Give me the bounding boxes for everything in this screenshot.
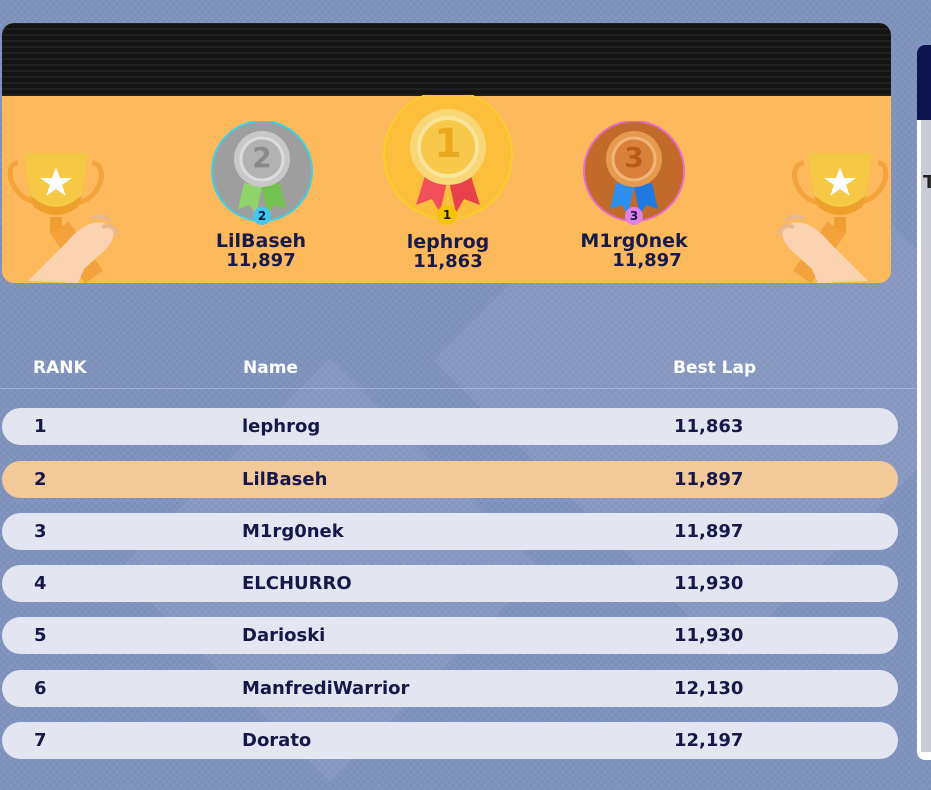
side-panel-body — [921, 120, 931, 752]
header-name: Name — [243, 358, 298, 378]
row-name: lephrog — [242, 416, 321, 437]
podium-header-bar — [2, 23, 891, 96]
table-row[interactable]: 4 ELCHURRO 11,930 — [2, 565, 898, 602]
header-best-lap: Best Lap — [673, 358, 757, 378]
row-best-lap: 12,197 — [674, 730, 744, 751]
side-panel[interactable] — [917, 45, 931, 760]
table-row-highlighted[interactable]: 2 LilBaseh 11,897 — [2, 461, 898, 498]
silver-medal-icon — [211, 121, 313, 222]
row-rank: 2 — [34, 469, 47, 490]
header-rank: RANK — [33, 358, 87, 378]
row-rank: 6 — [34, 678, 47, 699]
second-place-badge: 2 — [253, 207, 271, 225]
row-rank: 4 — [34, 573, 47, 594]
row-name: M1rg0nek — [242, 521, 344, 542]
table-row[interactable]: 3 M1rg0nek 11,897 — [2, 513, 898, 550]
row-best-lap: 12,130 — [674, 678, 744, 699]
table-row[interactable]: 7 Dorato 12,197 — [2, 722, 898, 759]
first-place-score: 11,863 — [413, 251, 483, 272]
gold-medal-number: 1 — [434, 121, 462, 167]
row-best-lap: 11,863 — [674, 416, 744, 437]
row-rank: 5 — [34, 625, 47, 646]
side-panel-title: T — [923, 172, 931, 193]
row-best-lap: 11,930 — [674, 573, 744, 594]
first-place-winner: lephrog 11,863 — [386, 232, 510, 272]
trophy-left-icon — [7, 153, 120, 283]
third-place-badge: 3 — [625, 207, 643, 225]
silver-medal-number: 2 — [252, 141, 272, 174]
gold-medal-icon — [383, 95, 513, 220]
row-name: ManfrediWarrior — [242, 678, 410, 699]
third-place-name: M1rg0nek — [580, 230, 688, 252]
table-row[interactable]: 6 ManfrediWarrior 12,130 — [2, 670, 898, 707]
row-rank: 3 — [34, 521, 47, 542]
second-place-name: LilBaseh — [215, 230, 307, 252]
trophy-right-icon — [776, 153, 889, 283]
row-name: Dorato — [242, 730, 312, 751]
row-best-lap: 11,930 — [674, 625, 744, 646]
row-rank: 1 — [34, 416, 47, 437]
row-best-lap: 11,897 — [674, 521, 744, 542]
leaderboard-header: RANK Name Best Lap — [0, 350, 916, 389]
bronze-medal-number: 3 — [624, 141, 644, 174]
podium-card: 2 2 LilBaseh 11,897 1 1 lephrog 11,863 3… — [2, 23, 891, 283]
table-row[interactable]: 1 lephrog 11,863 — [2, 408, 898, 445]
second-place-score: 11,897 — [226, 250, 296, 271]
row-name: LilBaseh — [242, 469, 328, 490]
second-place-winner: LilBaseh 11,897 — [202, 231, 320, 271]
third-place-winner: M1rg0nek 11,897 — [572, 231, 696, 271]
row-best-lap: 11,897 — [674, 469, 744, 490]
row-rank: 7 — [34, 730, 47, 751]
side-panel-header — [917, 45, 931, 120]
row-name: Darioski — [242, 625, 326, 646]
table-row[interactable]: 5 Darioski 11,930 — [2, 617, 898, 654]
third-place-score: 11,897 — [612, 250, 682, 271]
row-name: ELCHURRO — [242, 573, 352, 594]
bronze-medal-icon — [583, 121, 685, 222]
first-place-badge: 1 — [437, 205, 457, 225]
first-place-name: lephrog — [406, 231, 490, 253]
